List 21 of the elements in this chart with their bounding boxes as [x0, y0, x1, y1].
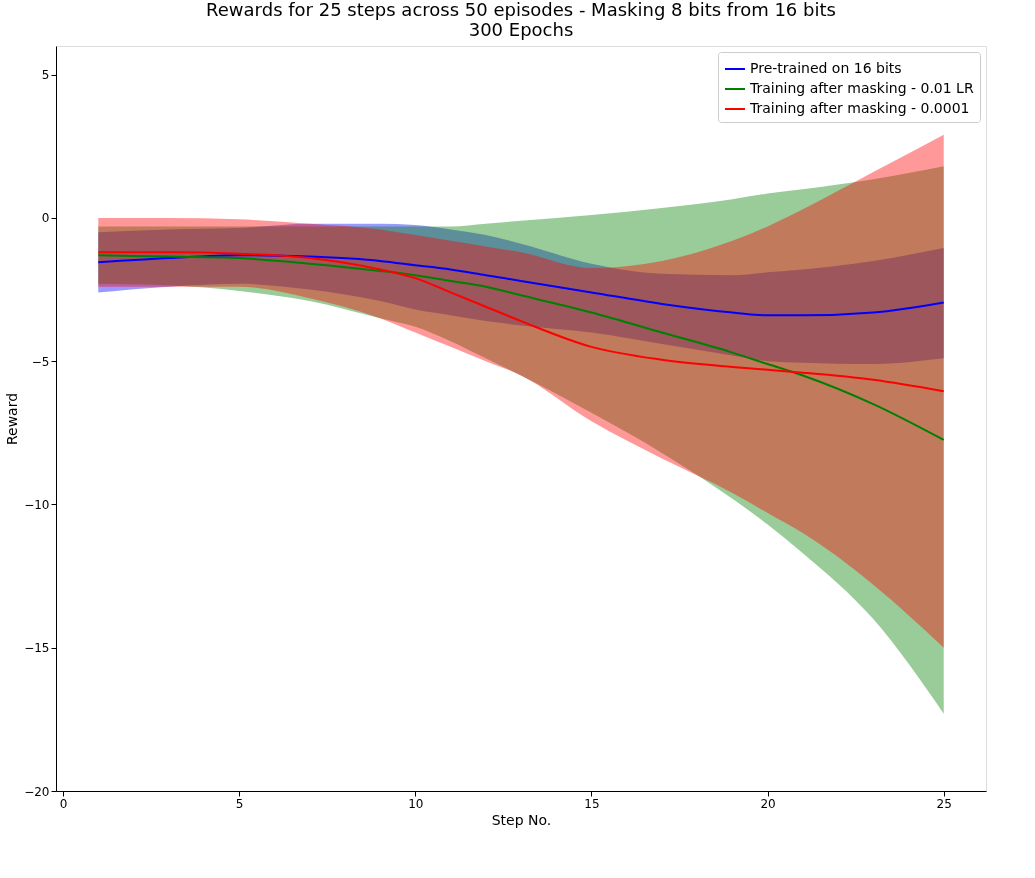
- y-tick-label: −5: [31, 354, 50, 369]
- x-tick-label: 0: [59, 796, 68, 811]
- x-axis-title: Step No.: [491, 811, 552, 828]
- line-series: [97, 254, 945, 317]
- y-tick-label: −15: [24, 641, 50, 656]
- chart-title: Rewards for 25 steps across 50 episodes - Masking 8 bits from 16 bits 300 Epochs: [206, 0, 836, 40]
- x-tick-label: 5: [235, 796, 244, 811]
- line-series: [97, 254, 945, 441]
- legend-label: Training after masking - 0.0001: [749, 100, 970, 116]
- x-tick-label: 20: [760, 796, 776, 811]
- x-tick-label: 25: [936, 796, 952, 811]
- y-tick-label: 0: [41, 211, 50, 226]
- legend-label: Training after masking - 0.01 LR: [749, 80, 974, 96]
- x-tick-label: 10: [408, 796, 424, 811]
- legend-label: Pre-trained on 16 bits: [750, 60, 902, 76]
- y-tick-label: 5: [41, 68, 50, 83]
- y-tick-label: −10: [24, 497, 50, 512]
- y-tick-label: −20: [24, 784, 50, 799]
- x-tick-label: 15: [584, 796, 600, 811]
- line-series: [97, 251, 945, 393]
- y-axis-title: Reward: [4, 392, 21, 446]
